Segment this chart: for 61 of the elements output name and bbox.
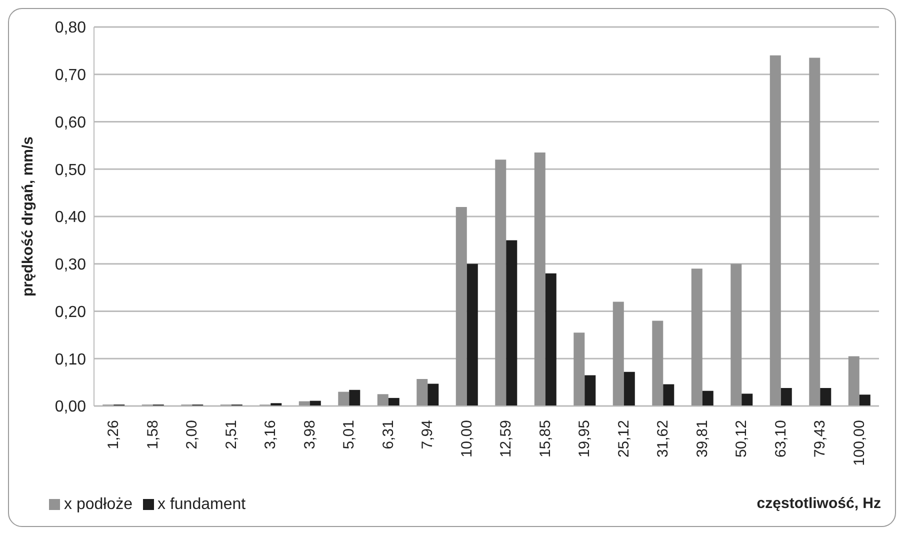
bar: [820, 388, 832, 406]
y-tick-label: 0,50: [54, 162, 86, 179]
bar: [663, 384, 674, 406]
x-tick-label: 50,12: [733, 420, 750, 458]
x-tick-label: 5,01: [340, 420, 358, 450]
bar: [388, 398, 400, 406]
x-tick-label: 63,10: [772, 420, 790, 458]
y-tick-label: 0,40: [54, 209, 86, 226]
bar: [495, 160, 506, 406]
x-axis-title: częstotliwość, Hz: [756, 495, 881, 512]
x-tick-label: 39,81: [694, 420, 711, 458]
x-tick-label: 25,12: [615, 420, 632, 458]
x-tick-label: 15,85: [536, 420, 554, 458]
x-tick-label: 7,94: [419, 420, 436, 450]
x-tick-label: 19,95: [576, 420, 594, 458]
y-tick-label: 0,60: [54, 114, 86, 132]
y-tick-label: 0,70: [54, 67, 86, 84]
x-tick-label: 6,31: [380, 420, 397, 450]
x-tick-label: 3,16: [262, 420, 280, 450]
x-tick-label: 3,98: [301, 420, 318, 450]
x-tick-label: 1,58: [144, 420, 162, 450]
bar: [534, 152, 546, 406]
bar: [466, 264, 478, 406]
bar: [691, 268, 702, 406]
y-tick-label: 0,80: [54, 20, 86, 37]
y-axis-title: prędkość drgań, mm/s: [19, 136, 36, 297]
bar: [848, 356, 860, 406]
legend-label: x fundament: [158, 496, 246, 513]
bar: [456, 207, 467, 406]
legend-label: x podłoże: [64, 496, 132, 513]
bar: [742, 394, 753, 406]
x-tick-label: 2,51: [222, 420, 240, 450]
y-tick-label: 0,20: [54, 304, 86, 321]
bar: [428, 384, 439, 406]
bar: [612, 302, 624, 406]
x-tick-label: 1,26: [105, 420, 122, 450]
bar: [730, 264, 742, 406]
x-tick-label: 100,00: [850, 420, 868, 466]
bar: [574, 332, 585, 406]
bar: [770, 55, 781, 406]
y-tick-label: 0,00: [54, 398, 86, 416]
bar: [780, 388, 792, 406]
x-tick-label: 12,59: [498, 420, 515, 458]
x-tick-label: 31,62: [654, 420, 672, 458]
bar: [859, 394, 870, 406]
bar: [652, 320, 664, 406]
bar: [349, 390, 360, 406]
bar: [624, 372, 635, 406]
bar: [416, 378, 428, 406]
bar: [338, 392, 350, 406]
y-tick-label: 0,10: [54, 351, 86, 368]
y-tick-label: 0,30: [54, 256, 86, 274]
x-tick-label: 79,43: [812, 420, 829, 458]
bar: [377, 394, 388, 406]
bar: [545, 273, 556, 406]
x-tick-label: 2,00: [184, 420, 201, 450]
bar: [584, 375, 596, 406]
bar: [506, 240, 518, 406]
bar: [809, 58, 820, 406]
x-tick-label: 10,00: [458, 420, 476, 458]
bar: [702, 390, 714, 406]
